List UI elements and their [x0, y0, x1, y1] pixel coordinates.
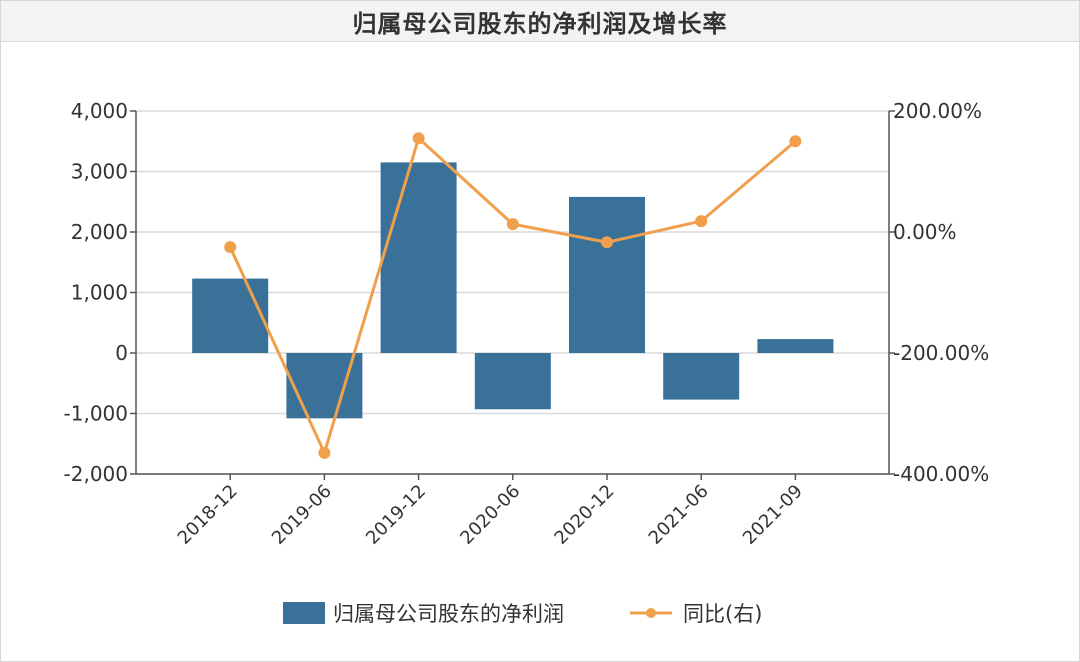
left-tick-label: 3,000	[71, 160, 128, 184]
yoy-point-2018-12	[224, 241, 237, 254]
bar-2021-09	[757, 339, 834, 353]
bar-2018-12	[192, 278, 269, 353]
bar-series	[192, 162, 834, 419]
legend-label-yoy: 同比(右)	[683, 602, 762, 626]
x-tick-label: 2019-06	[268, 481, 336, 549]
chart-title: 归属母公司股东的净利润及增长率	[352, 9, 728, 38]
yoy-point-2020-12	[601, 236, 613, 249]
left-tick-label: 0	[115, 341, 128, 365]
legend-bar-swatch	[283, 602, 325, 624]
axes	[130, 110, 895, 480]
right-tick-label: -400.00%	[893, 462, 989, 486]
bar-2021-06	[663, 353, 740, 400]
bar-2019-12	[380, 162, 457, 353]
right-tick-label: 0.00%	[893, 220, 957, 244]
left-tick-label: 4,000	[71, 99, 128, 123]
x-tick-label: 2021-06	[645, 481, 713, 549]
yoy-point-2019-12	[412, 132, 425, 145]
x-tick-label: 2020-12	[550, 481, 618, 549]
yoy-point-2019-06	[318, 446, 331, 459]
right-tick-label: 200.00%	[893, 99, 982, 123]
chart-header: 归属母公司股东的净利润及增长率	[1, 1, 1079, 42]
x-tick-label: 2019-12	[362, 481, 430, 549]
yoy-point-2021-09	[789, 135, 802, 148]
x-tick-label: 2021-09	[739, 481, 807, 549]
legend-line-marker	[646, 608, 656, 618]
x-tick-label: 2018-12	[174, 481, 242, 549]
line-series	[224, 132, 802, 459]
legend-label-net-profit: 归属母公司股东的净利润	[333, 602, 564, 626]
yoy-point-2021-06	[695, 215, 708, 228]
yoy-point-2020-06	[506, 218, 519, 231]
left-tick-label: 1,000	[71, 281, 128, 305]
left-tick-label: -2,000	[64, 462, 128, 486]
left-tick-label: 2,000	[71, 220, 128, 244]
x-tick-label: 2020-06	[456, 481, 524, 549]
left-tick-label: -1,000	[64, 402, 128, 426]
right-tick-label: -200.00%	[893, 341, 989, 365]
legend[interactable]: 归属母公司股东的净利润 同比(右)	[283, 602, 762, 626]
bar-2020-12	[569, 196, 645, 353]
bar-2020-06	[474, 353, 551, 410]
